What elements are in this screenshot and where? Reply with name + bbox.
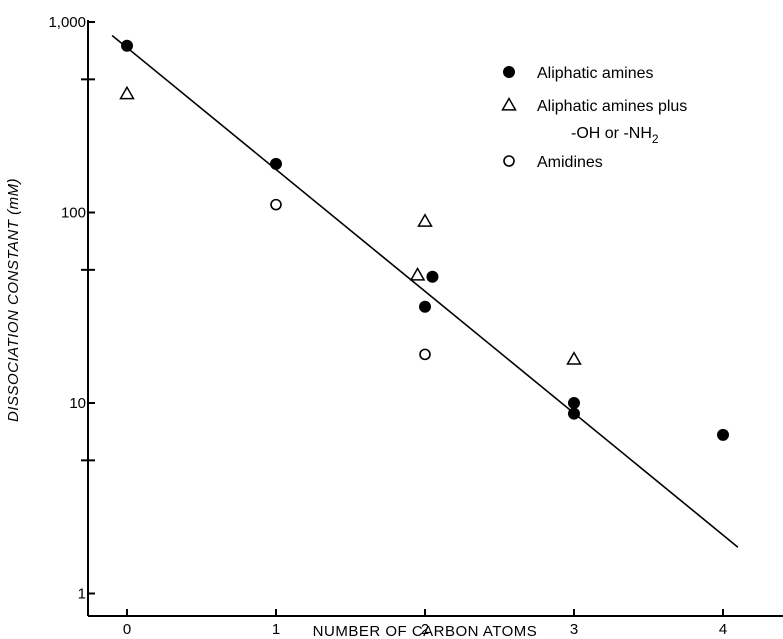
legend-label: Aliphatic amines plus [537,98,687,115]
x-axis-title: NUMBER OF CARBON ATOMS [313,623,538,639]
y-tick-label: 1 [78,586,86,603]
data-points [119,39,729,441]
x-tick-label: 2 [421,621,429,638]
x-tick-label: 0 [123,621,131,638]
aliphatic-amine-plus-point [119,85,135,100]
legend-label: Amidines [537,154,603,171]
aliphatic-amine-plus-point [566,351,582,365]
aliphatic-amine-point [419,300,431,313]
x-tick-label: 4 [719,621,727,638]
regression-line-group [111,34,739,548]
aliphatic-amine-point [568,397,580,409]
legend-marker-open-circle [503,155,515,167]
aliphatic-amine-point [426,270,439,283]
y-tick-label: 10 [69,395,86,412]
aliphatic-amine-point [270,157,282,170]
aliphatic-amine-point [568,407,580,420]
aliphatic-amine-point [121,39,133,52]
aliphatic-amine-point [717,428,729,441]
regression-line [111,34,739,548]
aliphatic-amine-plus-point [417,213,433,227]
amidine-point [270,198,282,211]
amidine-point [419,348,431,361]
legend-subscript: 2 [652,132,659,146]
x-tick-label: 3 [570,621,578,638]
legend-label: Aliphatic amines [537,65,654,82]
y-tick-label: 100 [61,205,86,222]
legend-marker-open-triangle [501,96,517,111]
aliphatic-amine-plus-point [409,266,426,281]
axes: 1 10 100 1,000 0 1 2 3 4 NUMBER OF CARBON ATOMS DI… [5,14,783,639]
legend: Aliphatic amines Aliphatic amines plus -OH… [501,65,687,171]
legend-label-line2: -OH or -NH2 [571,125,659,146]
y-tick-label: 1,000 [48,14,86,31]
x-tick-label: 1 [272,621,280,638]
y-axis-title: DISSOCIATION CONSTANT (mM) [5,178,22,422]
legend-marker-filled-circle [503,66,515,78]
